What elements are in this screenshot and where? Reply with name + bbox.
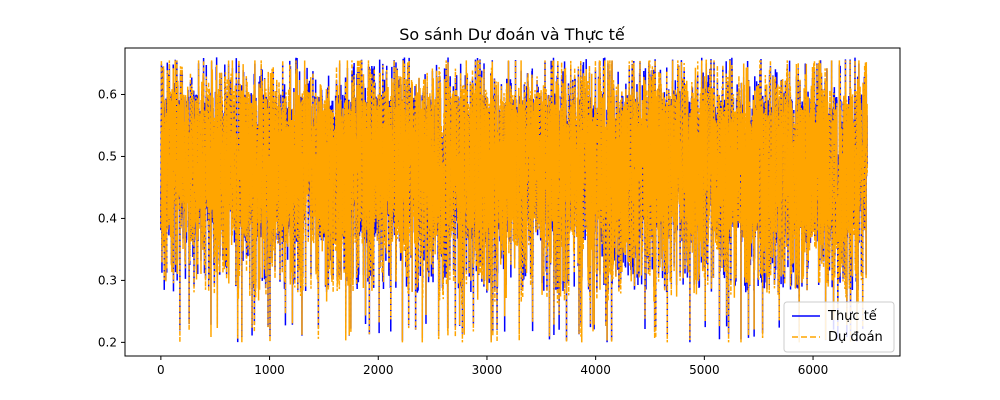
x-tick-label: 4000 [580,363,611,377]
y-tick-label: 0.4 [98,211,117,225]
series-layer [160,57,869,343]
plot-frame [124,47,901,357]
y-tick-label: 0.5 [98,149,117,163]
x-tick-label: 1000 [254,363,285,377]
legend: Thực tế Dự đoán [783,301,895,353]
ticks-layer: 0 1000 2000 3000 4000 5000 6000 0.2 0.3 0.4 0.5 0.6 [98,87,828,377]
y-tick-label: 0.6 [98,87,117,101]
x-tick-label: 0 [157,363,165,377]
x-tick-label: 5000 [689,363,720,377]
chart-title: So sánh Dự đoán và Thực tế [399,25,625,44]
y-tick-label: 0.3 [98,273,117,287]
x-tick-label: 3000 [472,363,503,377]
series-line-du-doan [160,59,869,343]
legend-label-thuc-te: Thực tế [827,309,877,324]
x-tick-label: 6000 [798,363,829,377]
legend-box [783,301,895,353]
x-tick-label: 2000 [363,363,394,377]
y-tick-label: 0.2 [98,335,117,349]
legend-label-du-doan: Dự đoán [828,330,883,345]
